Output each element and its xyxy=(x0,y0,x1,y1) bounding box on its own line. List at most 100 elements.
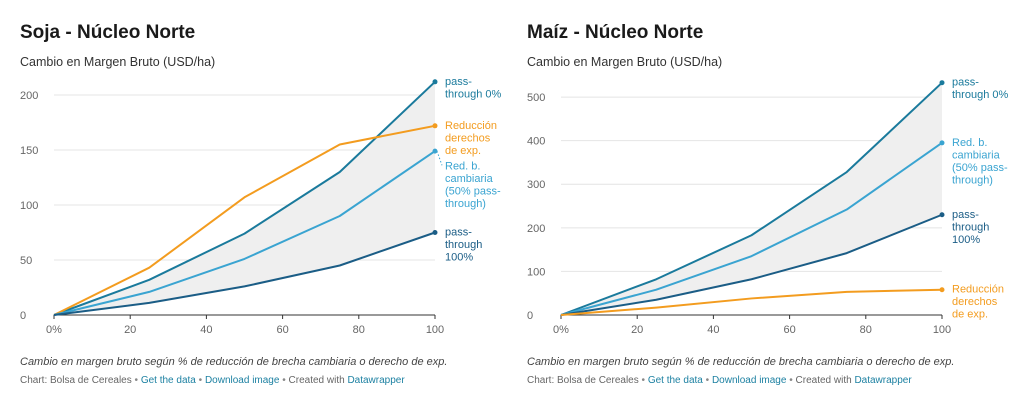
series-line xyxy=(53,150,436,316)
footer-separator: • xyxy=(134,375,139,386)
series-line xyxy=(53,124,436,316)
series-label-line: pass- xyxy=(952,77,979,89)
series-end-point xyxy=(432,79,438,85)
get-data-link[interactable]: Get the data xyxy=(140,375,196,386)
series-label-line: through) xyxy=(445,198,486,210)
chart-footer: Chart: Bolsa de Cereales • Get the data … xyxy=(20,375,405,386)
series-label-line: derechos xyxy=(445,132,491,144)
chart-note: Cambio en margen bruto según % de reducc… xyxy=(527,356,955,368)
x-tick-label: 80 xyxy=(860,324,872,336)
x-tick-label: 0% xyxy=(46,324,62,336)
series-label-line: cambiaria xyxy=(952,149,1001,161)
series-label-line: pass- xyxy=(445,76,472,88)
series-label-line: through xyxy=(952,221,989,233)
chart-note: Cambio en margen bruto según % de reducc… xyxy=(20,356,448,368)
series-end-point xyxy=(432,230,438,235)
download-image-link[interactable]: Download image xyxy=(204,375,280,386)
series-line xyxy=(560,288,943,316)
chart-title: Soja - Núcleo Norte xyxy=(20,22,196,43)
range-band xyxy=(54,81,435,315)
x-tick-label: 100 xyxy=(933,324,951,336)
series-label-line: Reducción xyxy=(445,120,497,132)
series-line xyxy=(560,213,943,316)
series-label-line: pass- xyxy=(952,209,979,221)
x-tick-label: 40 xyxy=(200,324,212,336)
series-label-line: through 0% xyxy=(445,88,501,100)
series-label-line: cambiaria xyxy=(445,173,494,185)
datawrapper-link[interactable]: Datawrapper xyxy=(854,375,912,386)
series-end-point xyxy=(939,287,945,293)
footer-source: Chart: Bolsa de Cereales xyxy=(527,375,639,386)
chart-title: Maíz - Núcleo Norte xyxy=(527,22,704,43)
footer-separator: • xyxy=(789,375,793,386)
chart-subtitle: Cambio en Margen Bruto (USD/ha) xyxy=(527,55,723,69)
x-tick-label: 100 xyxy=(426,324,444,336)
y-tick-label: 0 xyxy=(527,310,533,322)
chart-subtitle: Cambio en Margen Bruto (USD/ha) xyxy=(20,55,216,69)
label-leader-line xyxy=(436,150,443,166)
footer-separator: • xyxy=(641,375,646,386)
series-label-line: 100% xyxy=(445,252,473,264)
footer-source: Chart: Bolsa de Cereales xyxy=(20,375,132,386)
series-label-line: 100% xyxy=(952,234,980,246)
series-label-line: Red. b. xyxy=(952,137,987,149)
y-tick-label: 100 xyxy=(20,200,38,212)
footer-created-with: Created with xyxy=(288,375,345,386)
series-label: pass-through 0% xyxy=(952,77,1008,102)
x-tick-label: 20 xyxy=(124,324,136,336)
series-label: Red. b.cambiaria(50% pass-through) xyxy=(952,137,1008,187)
series-line xyxy=(53,81,436,316)
series-label: Red. b.cambiaria(50% pass-through) xyxy=(445,160,501,210)
y-tick-label: 50 xyxy=(20,255,32,267)
series-end-point xyxy=(432,148,438,154)
series-end-point xyxy=(939,212,945,218)
series-label-line: derechos xyxy=(952,296,998,308)
y-tick-label: 300 xyxy=(527,179,545,191)
y-tick-label: 200 xyxy=(20,90,38,102)
series-label: pass-through 0% xyxy=(445,76,501,101)
y-tick-label: 100 xyxy=(527,266,545,278)
series-label-line: pass- xyxy=(445,227,472,239)
y-tick-label: 200 xyxy=(527,223,545,235)
series-label-line: (50% pass- xyxy=(445,185,501,197)
x-tick-label: 80 xyxy=(353,324,365,336)
y-tick-label: 500 xyxy=(527,92,545,104)
maiz-chart-panel: Maíz - Núcleo Norte Cambio en Margen Bru… xyxy=(527,0,1024,414)
series-label-line: Reducción xyxy=(952,284,1004,296)
datawrapper-link[interactable]: Datawrapper xyxy=(347,375,405,386)
x-tick-label: 60 xyxy=(276,324,288,336)
get-data-link[interactable]: Get the data xyxy=(647,375,703,386)
footer-separator: • xyxy=(198,375,203,386)
maiz-line-chart: 0 100 200 300 400 500 0% 20 40 60 80 100 pass-throug… xyxy=(527,77,1008,336)
footer-created-with: Created with xyxy=(795,375,852,386)
series-label-line: (50% pass- xyxy=(952,162,1008,174)
soja-line-chart: 0 50 100 150 200 0% 20 40 60 80 100 pass-through 0%… xyxy=(20,76,501,336)
x-tick-label: 40 xyxy=(707,324,719,336)
y-tick-label: 150 xyxy=(20,145,38,157)
y-tick-label: 400 xyxy=(527,136,545,148)
series-end-point xyxy=(939,140,945,146)
series-line xyxy=(560,142,943,316)
y-tick-label: 0 xyxy=(20,310,26,322)
range-band xyxy=(561,82,942,316)
soja-chart-panel: Soja - Núcleo Norte Cambio en Margen Bru… xyxy=(20,0,520,414)
series-line xyxy=(53,231,436,316)
series-end-point xyxy=(432,123,438,129)
x-tick-label: 0% xyxy=(553,324,569,336)
series-label-line: through) xyxy=(952,174,993,186)
x-tick-label: 20 xyxy=(631,324,643,336)
download-image-link[interactable]: Download image xyxy=(711,375,787,386)
series-label-line: through xyxy=(445,239,482,251)
series-label-line: through 0% xyxy=(952,89,1008,101)
series-label-line: de exp. xyxy=(952,309,988,321)
footer-separator: • xyxy=(705,375,710,386)
series-end-point xyxy=(939,80,945,86)
series-label-line: Red. b. xyxy=(445,160,480,172)
x-tick-label: 60 xyxy=(783,324,795,336)
chart-footer: Chart: Bolsa de Cereales • Get the data … xyxy=(527,375,912,386)
footer-separator: • xyxy=(282,375,286,386)
